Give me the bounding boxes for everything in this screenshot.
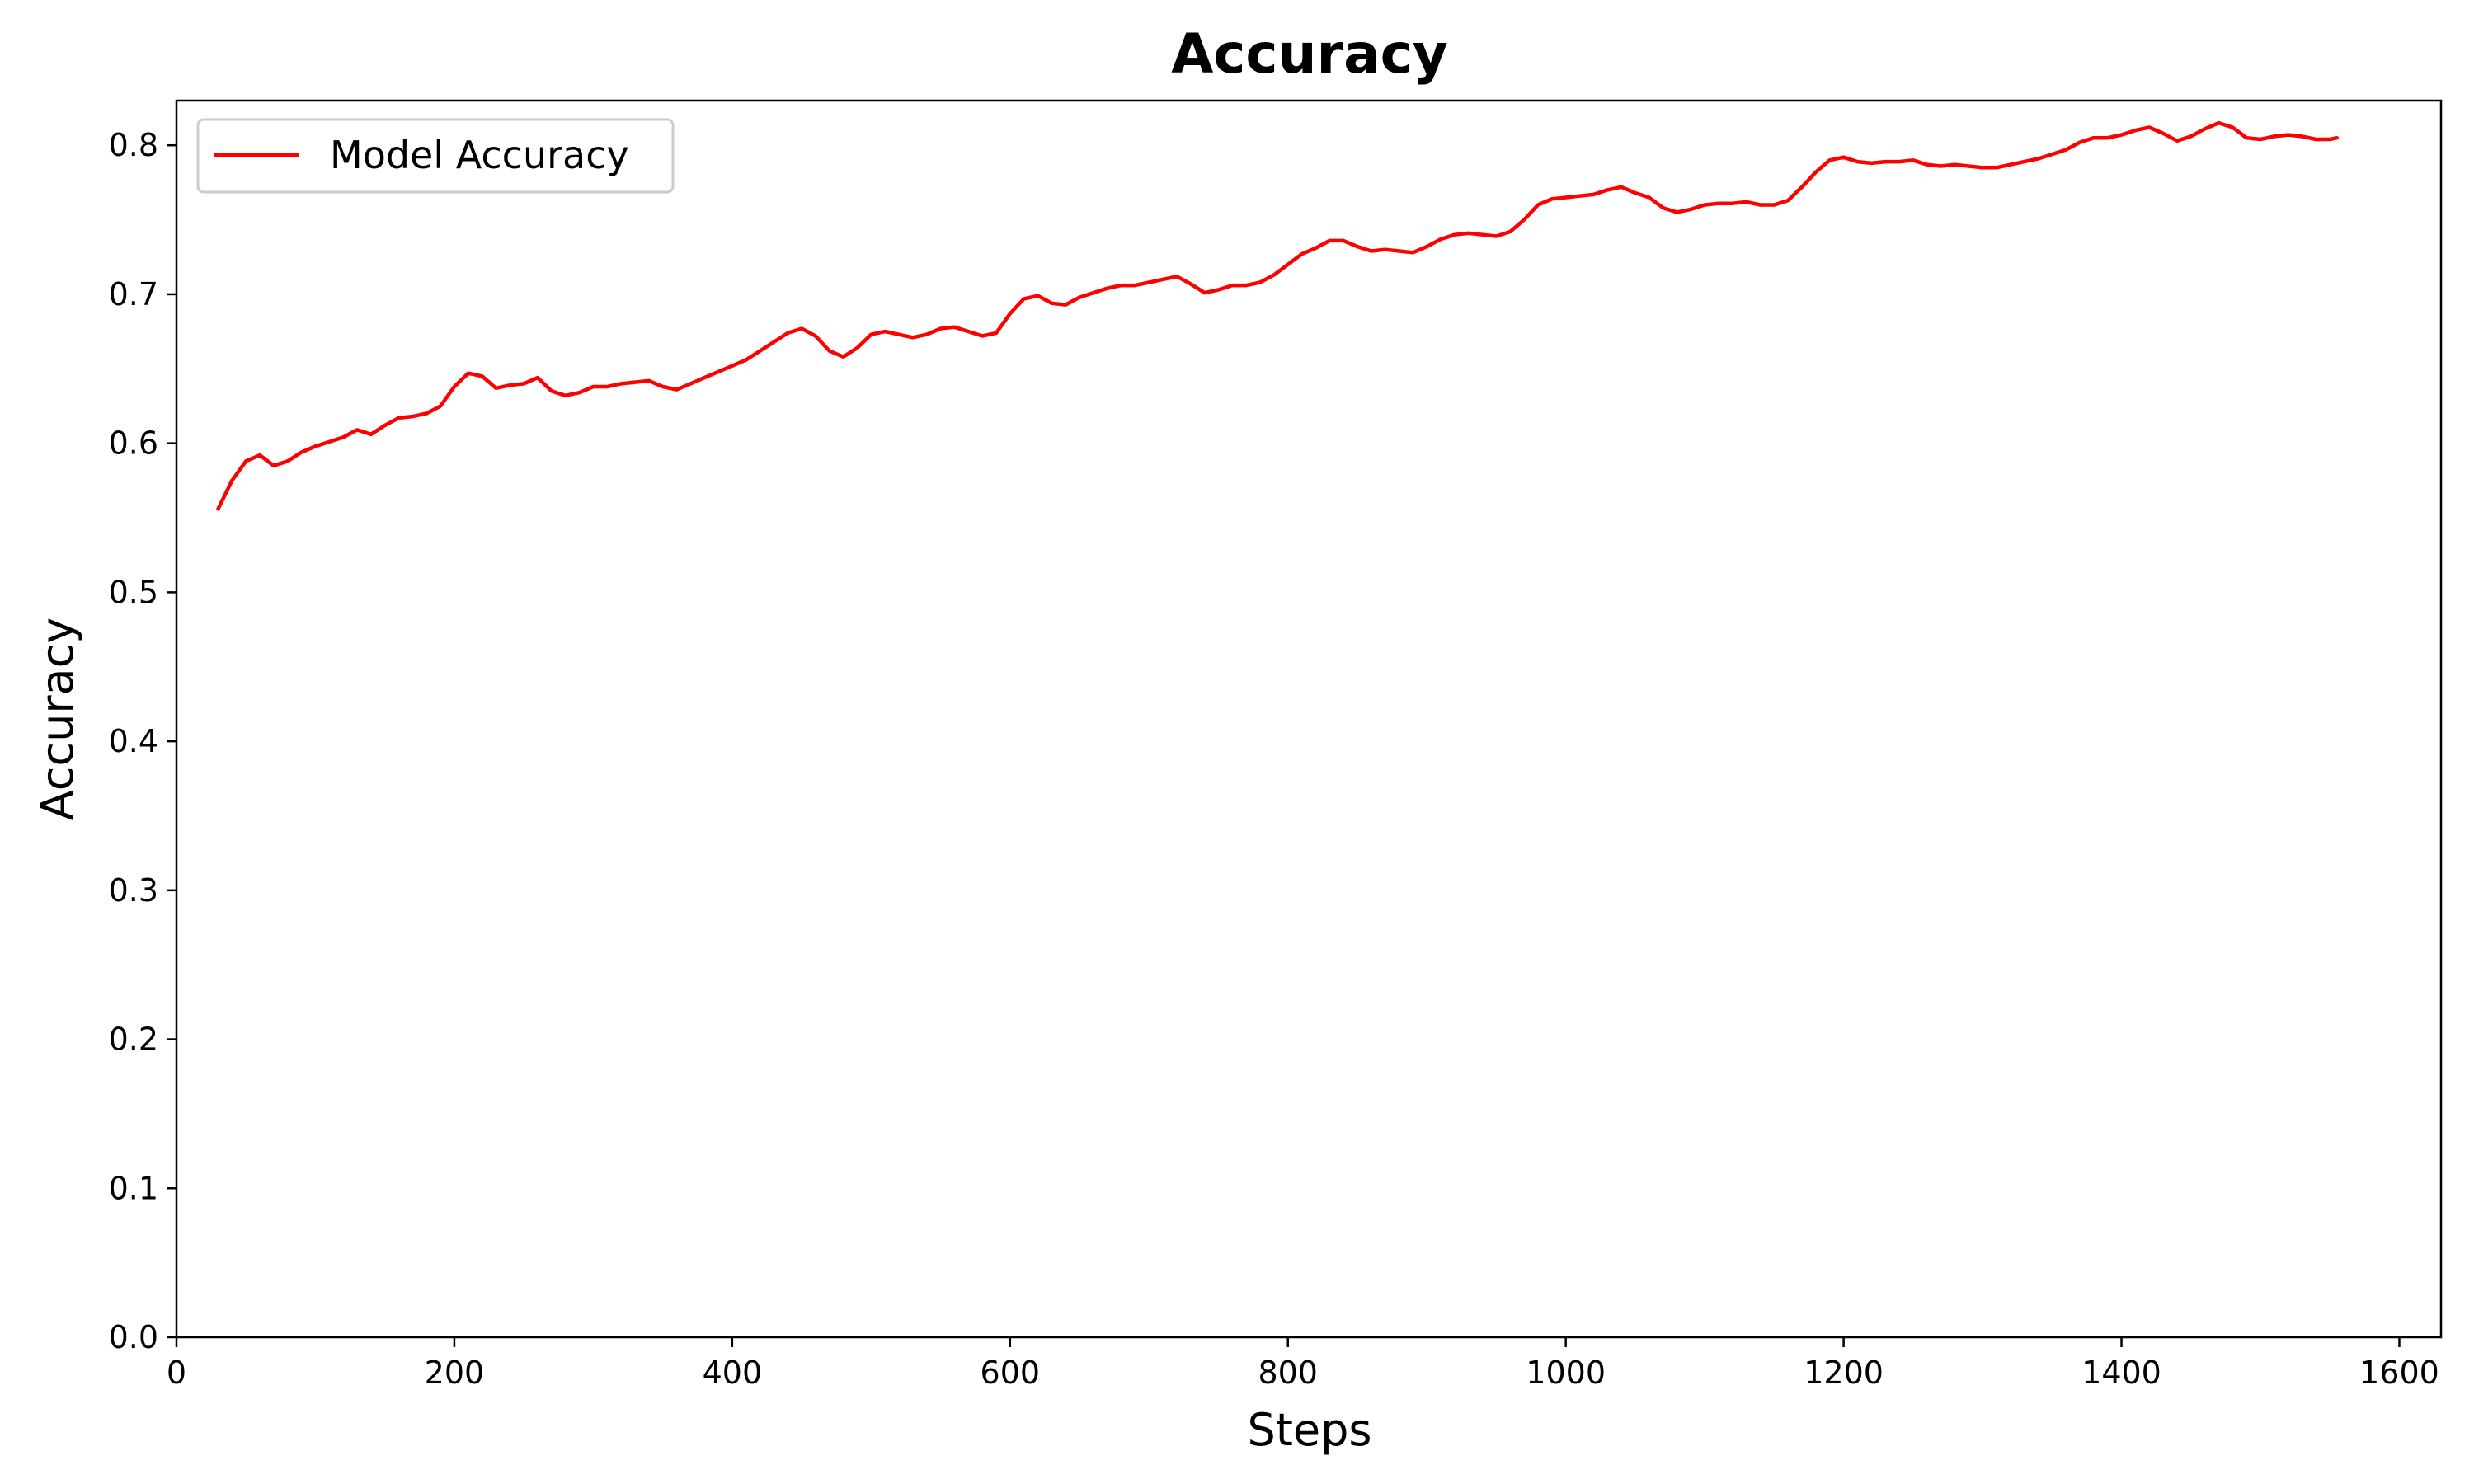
chart-title: Accuracy (1171, 22, 1448, 86)
x-tick-label: 1400 (2081, 1355, 2161, 1391)
x-tick-label: 1600 (2359, 1355, 2439, 1391)
axis-ticks: 0 200 400 600 800 1000 1200 1400 1600 0.0 0.1 0.2 0.… (109, 127, 2439, 1391)
x-tick-label: 600 (981, 1355, 1041, 1391)
x-tick-label: 800 (1258, 1355, 1318, 1391)
y-tick-label: 0.5 (109, 574, 158, 610)
y-tick-label: 0.2 (109, 1021, 158, 1058)
y-tick-label: 0.8 (109, 127, 158, 163)
y-tick-label: 0.6 (109, 425, 158, 462)
y-tick-label: 0.4 (109, 723, 158, 759)
legend: Model Accuracy (196, 118, 675, 194)
y-axis-label: Accuracy (31, 618, 83, 821)
y-tick-label: 0.0 (109, 1319, 158, 1355)
x-tick-label: 200 (425, 1355, 485, 1391)
y-tick-label: 0.7 (109, 276, 158, 312)
y-tick-label: 0.1 (109, 1170, 158, 1206)
x-tick-label: 1200 (1804, 1355, 1884, 1391)
x-tick-label: 1000 (1526, 1355, 1606, 1391)
x-axis-label: Steps (1247, 1404, 1371, 1456)
plot-area (216, 120, 2339, 511)
x-tick-label: 0 (167, 1355, 186, 1391)
y-tick-label: 0.3 (109, 872, 158, 909)
legend-box (196, 118, 675, 194)
x-tick-label: 400 (703, 1355, 763, 1391)
legend-label-model-accuracy: Model Accuracy (330, 133, 629, 177)
series-line-model-accuracy (216, 120, 2339, 511)
axes-frame (175, 99, 2443, 1339)
